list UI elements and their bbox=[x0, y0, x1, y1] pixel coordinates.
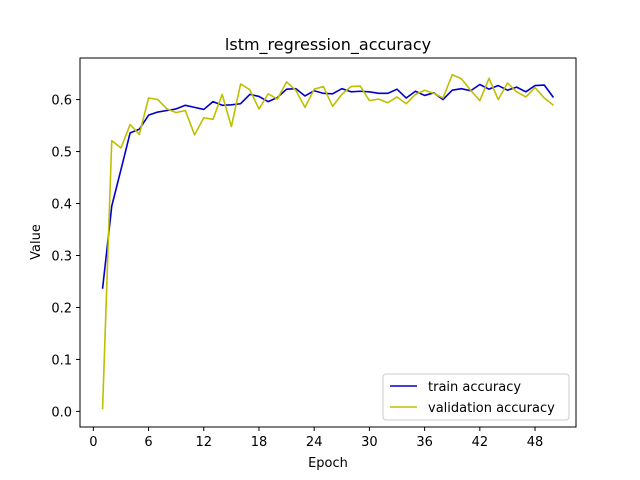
y-axis-label: Value bbox=[29, 224, 44, 260]
x-tick-label: 18 bbox=[251, 435, 268, 450]
x-tick-label: 0 bbox=[89, 435, 97, 450]
legend-box bbox=[382, 373, 570, 421]
x-axis-ticks: 0 6 12 18 24 30 36 42 48 bbox=[89, 427, 543, 450]
y-axis-ticks: 0.0 0.1 0.2 0.3 0.4 0.5 0.6 bbox=[51, 94, 80, 420]
series-line-train bbox=[101, 83, 555, 289]
y-tick-label: 0.2 bbox=[51, 301, 72, 316]
x-axis-label: Epoch bbox=[308, 456, 348, 471]
series-line-validation bbox=[101, 73, 554, 410]
y-tick-label: 0.6 bbox=[51, 94, 72, 109]
legend-label-train: train accuracy bbox=[428, 380, 521, 395]
x-tick-label: 48 bbox=[527, 435, 544, 450]
y-tick-label: 0.1 bbox=[51, 353, 72, 368]
x-tick-label: 30 bbox=[361, 435, 378, 450]
x-tick-label: 36 bbox=[416, 435, 433, 450]
x-tick-label: 12 bbox=[195, 435, 212, 450]
y-tick-label: 0.4 bbox=[51, 198, 72, 213]
legend-label-validation: validation accuracy bbox=[428, 401, 555, 416]
plot-frame bbox=[79, 57, 577, 428]
chart-title: lstm_regression_accuracy bbox=[225, 35, 431, 55]
y-tick-label: 0.5 bbox=[51, 146, 72, 161]
x-tick-label: 42 bbox=[472, 435, 489, 450]
legend: train accuracy validation accuracy bbox=[382, 373, 570, 421]
y-tick-label: 0.3 bbox=[51, 249, 72, 264]
x-tick-label: 24 bbox=[306, 435, 323, 450]
y-tick-label: 0.0 bbox=[51, 405, 72, 420]
series-lines bbox=[101, 73, 555, 410]
x-tick-label: 6 bbox=[144, 435, 152, 450]
